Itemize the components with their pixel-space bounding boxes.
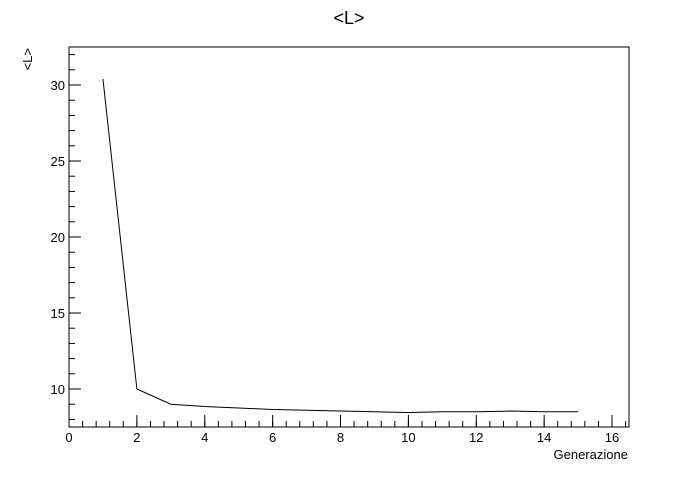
x-tick-label: 2: [133, 430, 140, 445]
y-axis-label: <L>: [20, 48, 35, 70]
chart-title: <L>: [333, 8, 364, 28]
y-tick-label: 10: [51, 382, 65, 397]
x-tick-label: 0: [65, 430, 72, 445]
series-group: [102, 78, 579, 414]
x-tick-label: 16: [605, 430, 619, 445]
x-axis: 0 2 4 6 8 10 12 14 16: [65, 415, 627, 445]
x-tick-label: 4: [201, 430, 208, 445]
x-tick-label: 6: [269, 430, 276, 445]
x-tick-label: 10: [401, 430, 415, 445]
y-tick-label: 15: [51, 306, 65, 321]
y-tick-label: 30: [51, 78, 65, 93]
y-axis: 10 15 20 25 30: [51, 54, 81, 420]
x-tick-label: 14: [537, 430, 551, 445]
x-tick-label: 12: [469, 430, 483, 445]
series-line: [102, 78, 579, 414]
y-tick-label: 20: [51, 230, 65, 245]
x-axis-label: Generazione: [554, 447, 628, 462]
x-tick-label: 8: [337, 430, 344, 445]
y-tick-label: 25: [51, 154, 65, 169]
